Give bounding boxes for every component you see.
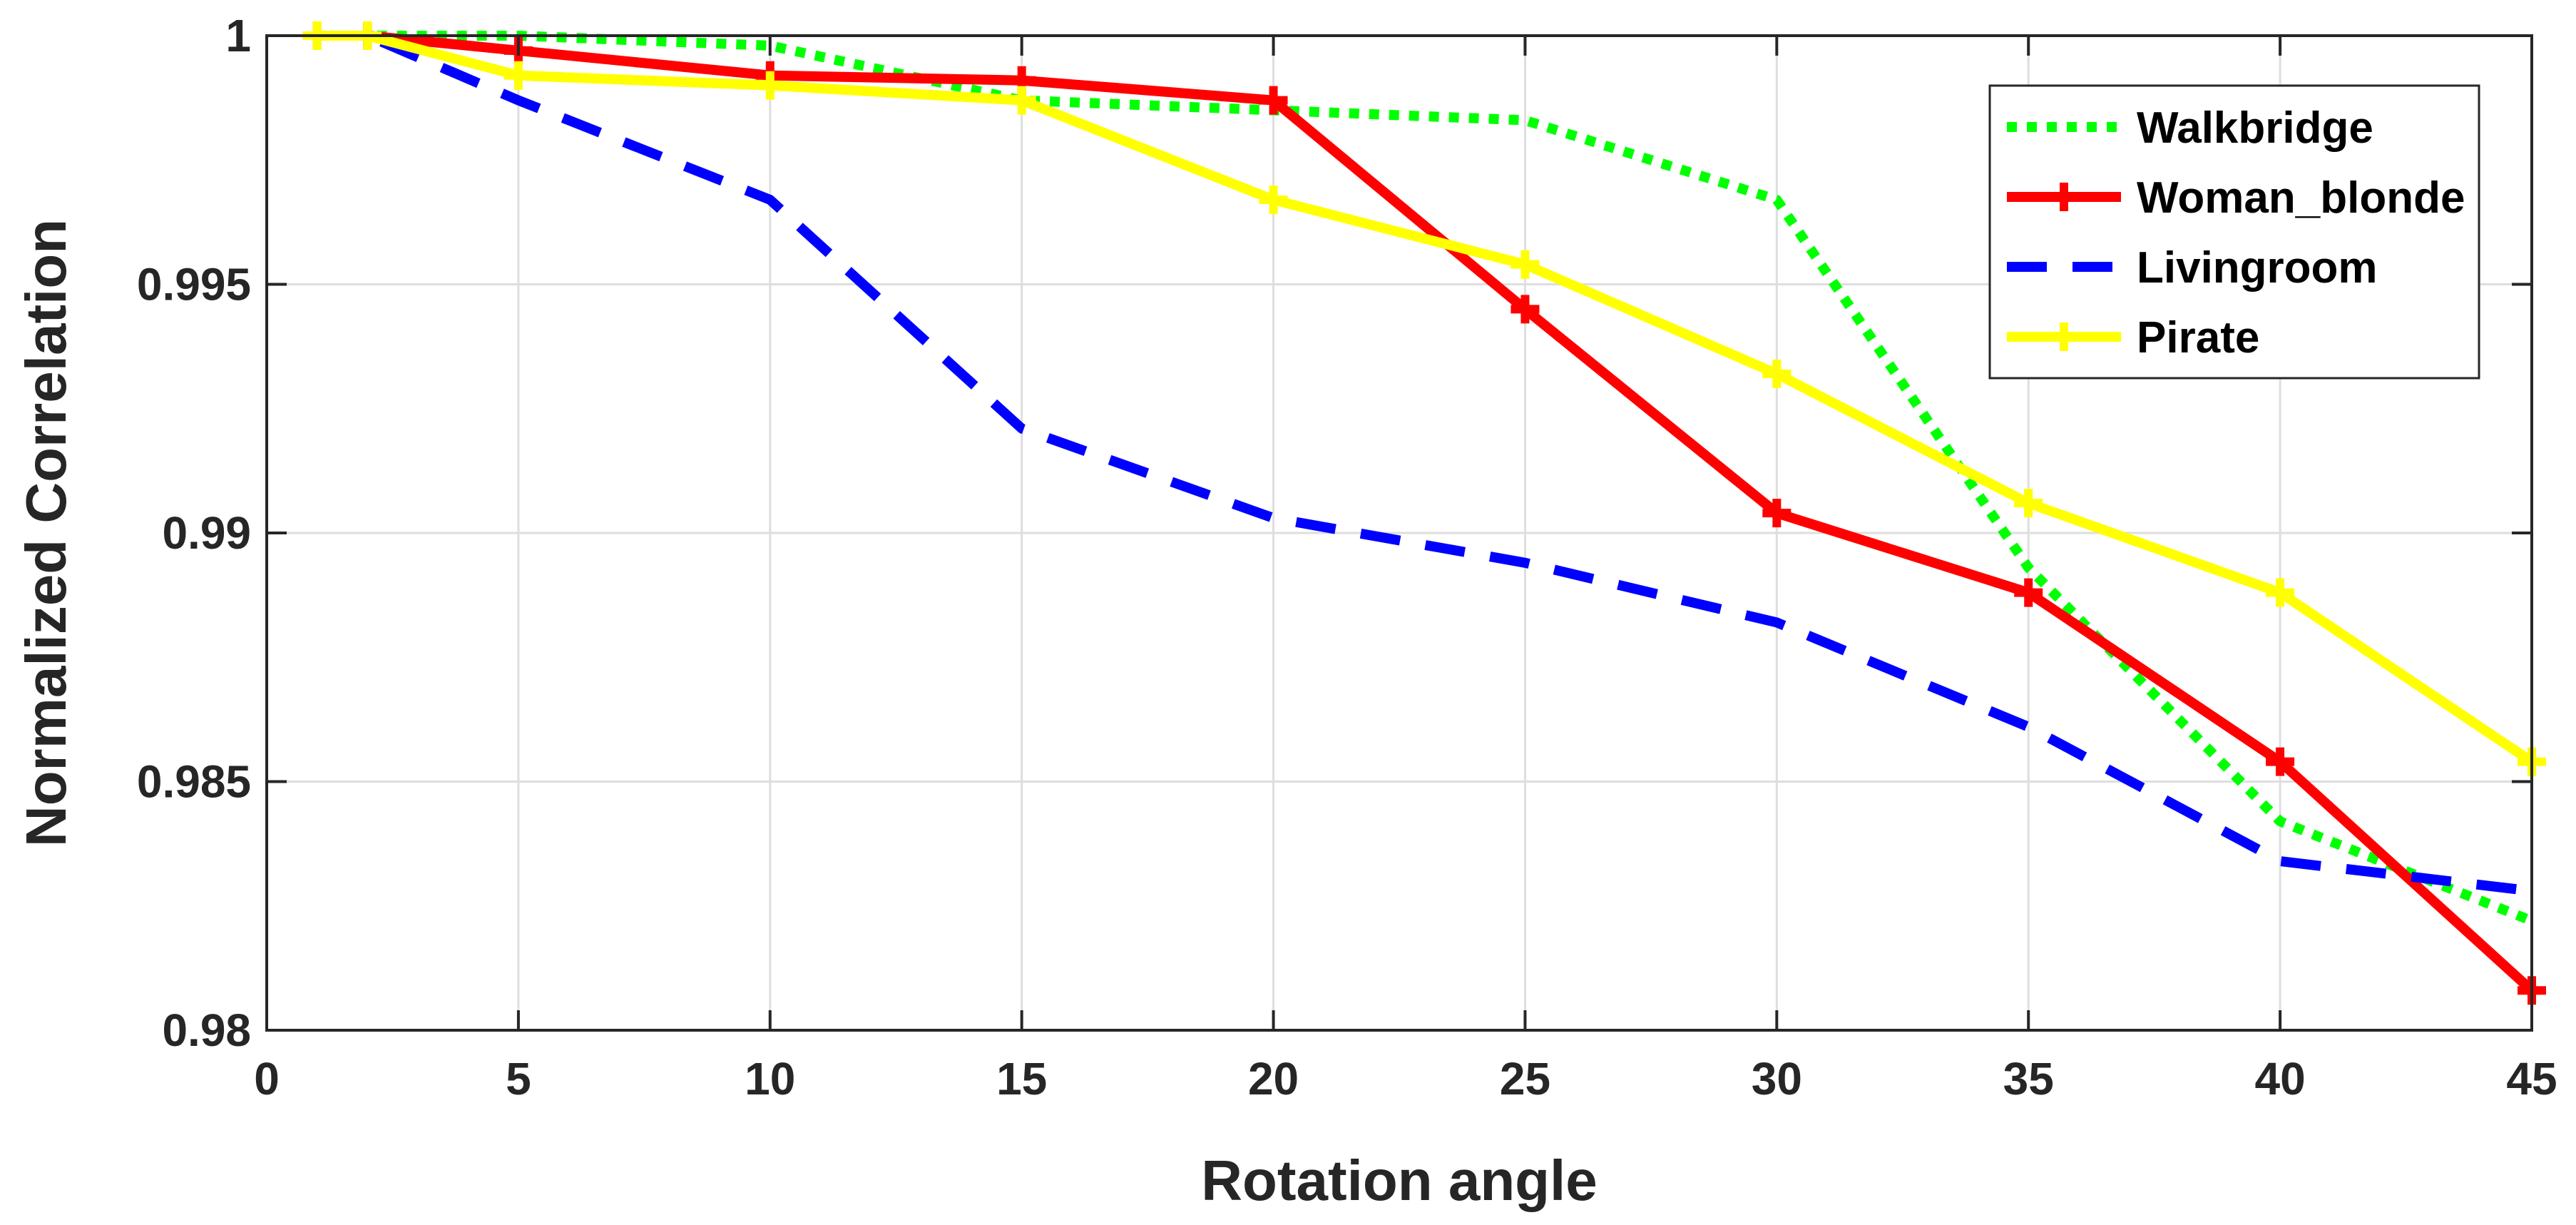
legend-item-pirate: Pirate bbox=[2007, 313, 2259, 362]
x-tick-label: 40 bbox=[2255, 1053, 2306, 1104]
x-tick-label: 10 bbox=[745, 1053, 795, 1104]
data-point bbox=[2266, 747, 2295, 776]
legend-item-woman_blonde: Woman_blonde bbox=[2007, 173, 2465, 223]
x-tick-label: 25 bbox=[1500, 1053, 1550, 1104]
y-axis-label: Normalized Correlation bbox=[14, 219, 78, 847]
y-tick-label: 1 bbox=[225, 10, 251, 61]
legend-label: Woman_blonde bbox=[2137, 173, 2465, 223]
data-point bbox=[1511, 250, 1540, 279]
legend-box bbox=[1988, 84, 2480, 380]
series-line-livingroom bbox=[317, 31, 2532, 896]
x-tick-label: 30 bbox=[1752, 1053, 1802, 1104]
data-point bbox=[1762, 499, 1792, 528]
x-tick-label: 0 bbox=[254, 1053, 280, 1104]
legend-label: Walkbridge bbox=[2137, 103, 2373, 153]
legend-label: Pirate bbox=[2137, 313, 2259, 362]
data-point bbox=[2014, 578, 2043, 607]
data-point bbox=[2266, 578, 2295, 607]
x-axis: 0 5 10 15 20 25 30 35 40 45 bbox=[254, 36, 2557, 1104]
series-livingroom bbox=[317, 31, 2532, 896]
x-tick-label: 35 bbox=[2003, 1053, 2054, 1104]
data-point bbox=[1511, 295, 1540, 324]
data-point bbox=[1259, 86, 1288, 115]
data-point bbox=[1259, 185, 1288, 215]
x-tick-label: 45 bbox=[2506, 1053, 2557, 1104]
data-point bbox=[504, 61, 533, 90]
data-point bbox=[1762, 359, 1792, 388]
y-tick-label: 0.985 bbox=[137, 756, 251, 808]
y-tick-label: 0.995 bbox=[137, 259, 251, 310]
legend-item-livingroom: Livingroom bbox=[2007, 243, 2378, 293]
data-point bbox=[1007, 86, 1036, 115]
legend-label: Livingroom bbox=[2137, 243, 2378, 293]
x-axis-label: Rotation angle bbox=[1201, 1149, 1598, 1212]
x-tick-label: 5 bbox=[506, 1053, 531, 1104]
y-axis: 0.98 0.985 0.99 0.995 1 bbox=[137, 10, 2532, 1056]
legend-item-walkbridge: Walkbridge bbox=[2007, 103, 2373, 153]
x-tick-label: 15 bbox=[996, 1053, 1047, 1104]
y-tick-label: 0.99 bbox=[162, 507, 251, 559]
y-tick-label: 0.98 bbox=[162, 1005, 251, 1056]
data-point bbox=[755, 71, 784, 100]
x-tick-label: 20 bbox=[1248, 1053, 1299, 1104]
data-point bbox=[2014, 489, 2043, 518]
legend: Walkbridge Woman_blonde Livingroom Pirate bbox=[1988, 84, 2480, 380]
